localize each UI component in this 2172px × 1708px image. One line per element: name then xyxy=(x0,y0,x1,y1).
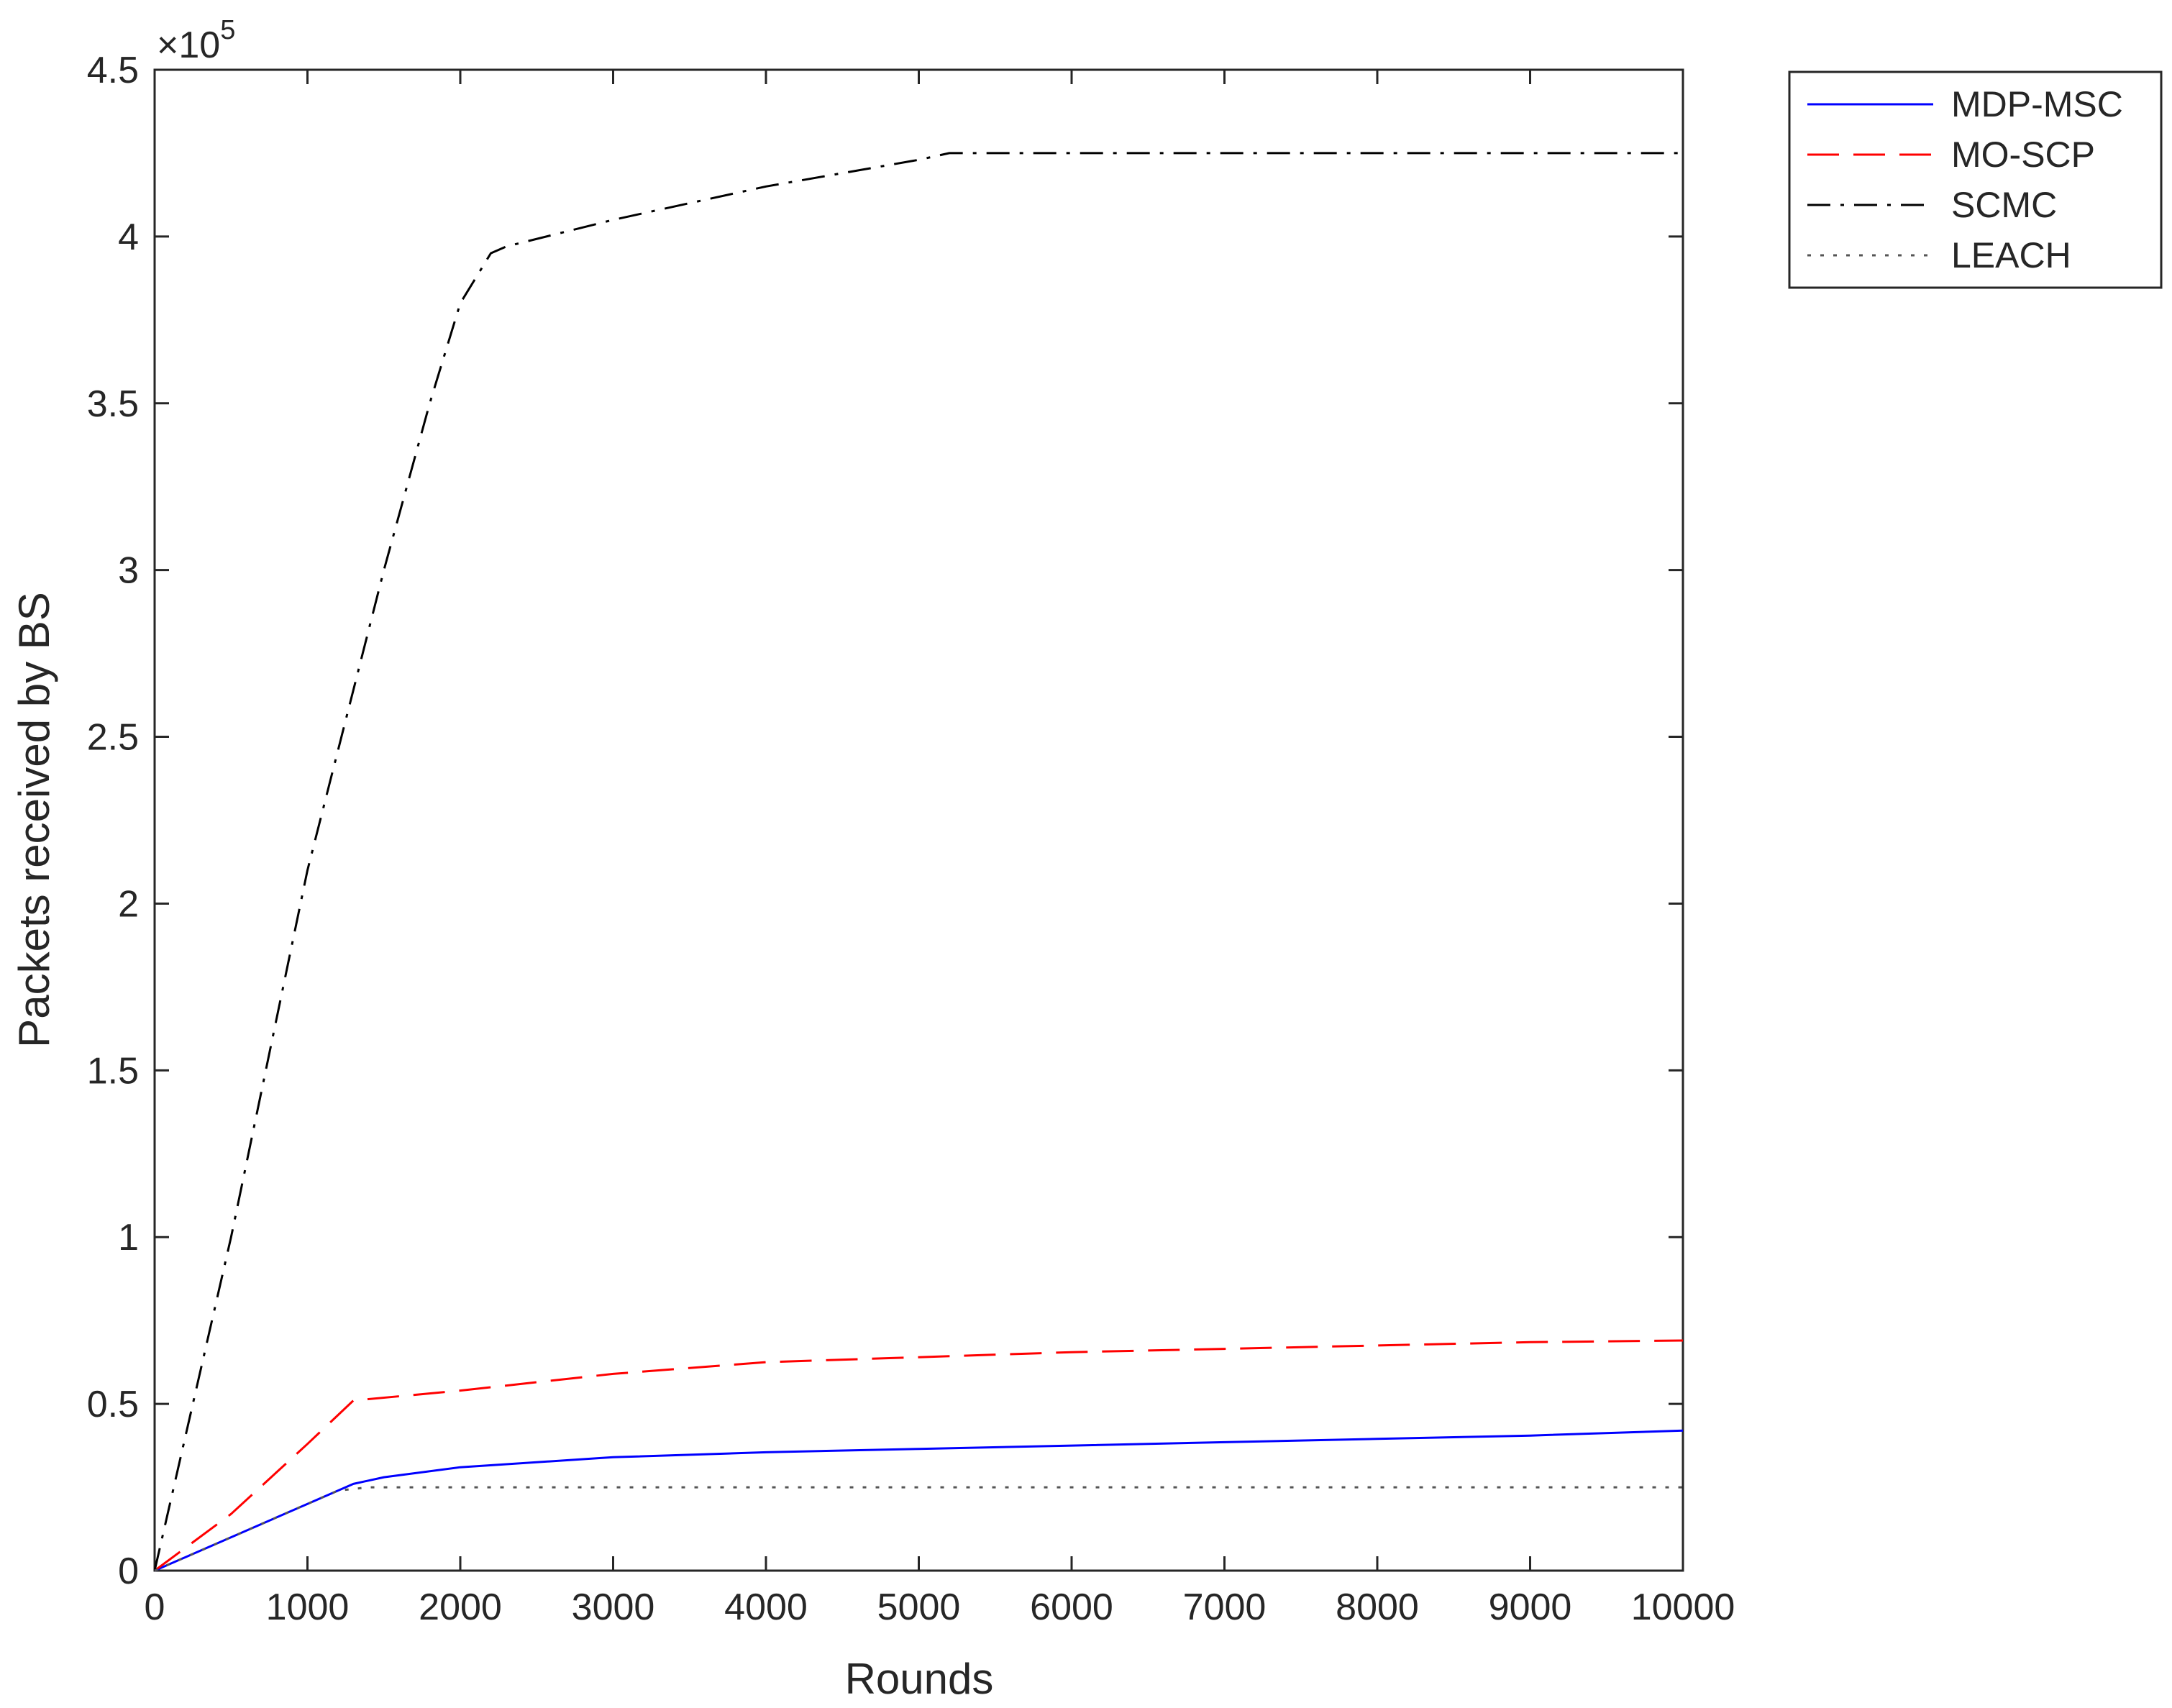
legend-label-scmc: SCMC xyxy=(1951,185,2057,225)
y-tick-label: 1.5 xyxy=(87,1050,139,1092)
y-tick-label: 1 xyxy=(118,1217,139,1259)
y-axis-multiplier: ×105 xyxy=(157,15,235,66)
legend-label-mdp-msc: MDP-MSC xyxy=(1951,84,2123,124)
y-multiplier-exponent: 5 xyxy=(220,15,235,45)
y-tick-label: 2 xyxy=(118,883,139,925)
x-tick-label: 4000 xyxy=(724,1586,808,1628)
x-tick-label: 3000 xyxy=(572,1586,655,1628)
legend-box xyxy=(1788,70,2163,289)
plot-area xyxy=(153,68,1684,1572)
series-line-scmc xyxy=(153,152,1683,1571)
y-tick-label: 0.5 xyxy=(87,1384,139,1425)
x-tick-label: 8000 xyxy=(1336,1586,1419,1628)
y-tick-label: 3 xyxy=(118,550,139,592)
y-axis: 0 0.5 1 1.5 2 2.5 3 3.5 4 4.5 xyxy=(87,50,1683,1592)
y-tick-label: 0 xyxy=(118,1551,139,1592)
y-tick-label: 3.5 xyxy=(87,383,139,425)
x-tick-label: 9000 xyxy=(1489,1586,1572,1628)
y-tick-label: 2.5 xyxy=(87,717,139,759)
series-line-mo-scp xyxy=(154,1339,1684,1572)
series-line-mdp-msc xyxy=(154,1429,1684,1572)
y-tick-label: 4.5 xyxy=(87,50,139,91)
legend-label-leach: LEACH xyxy=(1951,235,2071,275)
x-axis-title: Rounds xyxy=(845,1655,994,1703)
y-axis-title: Packets received by BS xyxy=(10,592,58,1048)
x-axis: 0 1000 2000 3000 4000 5000 6000 7000 8000 9000 100… xyxy=(145,70,1735,1628)
x-tick-label: 2000 xyxy=(419,1586,502,1628)
x-tick-label: 5000 xyxy=(877,1586,961,1628)
x-tick-label: 6000 xyxy=(1030,1586,1113,1628)
series-layer xyxy=(153,152,1684,1572)
legend: MDP-MSC MO-SCP SCMC LEACH xyxy=(1788,70,2163,289)
x-tick-label: 0 xyxy=(145,1586,165,1628)
y-multiplier-base: ×10 xyxy=(157,24,220,66)
x-tick-label: 1000 xyxy=(266,1586,350,1628)
legend-label-mo-scp: MO-SCP xyxy=(1951,134,2095,175)
x-tick-label: 7000 xyxy=(1183,1586,1267,1628)
x-tick-label: 10000 xyxy=(1631,1586,1735,1628)
y-tick-label: 4 xyxy=(118,216,139,258)
